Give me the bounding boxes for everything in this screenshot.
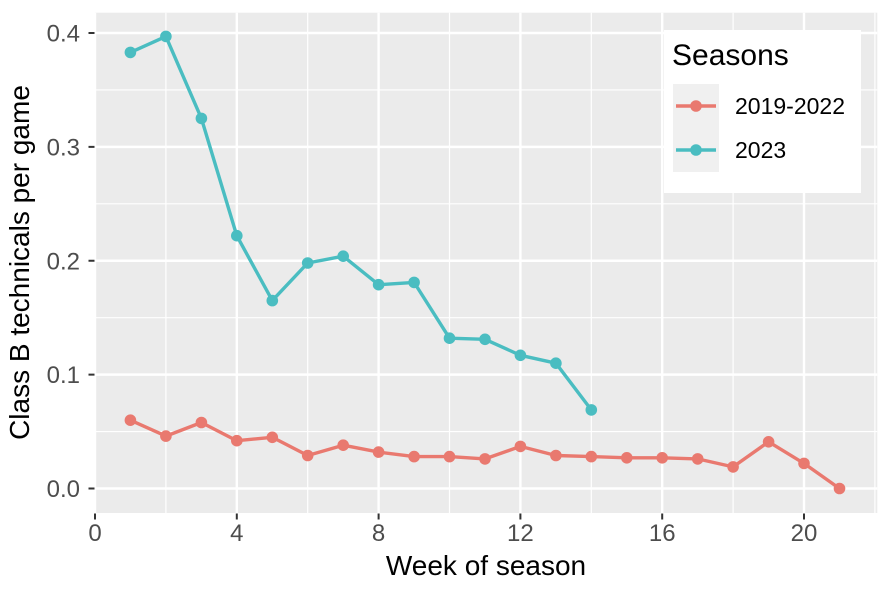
data-point-2019-2022-week-12 — [514, 440, 527, 453]
x-tick-label: 8 — [372, 520, 385, 547]
x-axis-title: Week of season — [385, 550, 587, 581]
y-axis-title: Class B technicals per game — [4, 85, 35, 440]
y-tick-label: 0.4 — [47, 21, 80, 48]
data-point-2019-2022-week-10 — [443, 450, 456, 463]
data-point-2019-2022-week-16 — [656, 452, 668, 464]
legend-items: 2019-2022 2023 — [673, 84, 861, 172]
series-line-2023 — [129, 34, 593, 411]
data-point-2019-2022-week-15 — [621, 452, 633, 464]
data-point-2019-2022-week-6 — [301, 449, 314, 462]
legend: Seasons 2019-2022 2023 — [664, 30, 861, 193]
data-point-2023-week-13 — [550, 357, 562, 370]
data-point-2023-week-2 — [160, 30, 172, 43]
data-point-2023-week-1 — [124, 46, 137, 59]
data-point-2019-2022-week-13 — [550, 449, 562, 462]
data-point-2019-2022-week-20 — [798, 457, 810, 470]
data-point-2019-2022-week-21 — [833, 482, 846, 495]
data-point-2023-week-10 — [443, 332, 456, 345]
x-tick-label: 12 — [507, 520, 534, 547]
data-point-2023-week-9 — [408, 276, 420, 289]
data-point-2019-2022-week-9 — [408, 450, 420, 463]
data-point-2023-week-7 — [337, 250, 350, 262]
data-point-2023-week-8 — [372, 278, 385, 291]
legend-point-glyph — [690, 100, 702, 112]
legend-key-swatch-2023 — [673, 128, 719, 172]
x-tick-label: 20 — [791, 520, 818, 547]
legend-item-2023: 2023 — [673, 128, 861, 172]
data-point-2019-2022-week-14 — [585, 450, 598, 463]
data-point-2019-2022-week-5 — [266, 431, 279, 444]
legend-key-swatch-2019-2022 — [673, 84, 719, 128]
y-tick-label: 0.3 — [47, 134, 80, 161]
data-point-2019-2022-week-3 — [195, 416, 208, 429]
data-point-2019-2022-week-17 — [691, 453, 704, 465]
x-tick-label: 16 — [649, 520, 676, 547]
data-point-2019-2022-week-4 — [231, 434, 243, 447]
legend-point-glyph — [690, 144, 702, 156]
data-point-2019-2022-week-2 — [160, 430, 172, 442]
data-point-2019-2022-week-8 — [372, 446, 385, 458]
data-point-2019-2022-week-19 — [762, 436, 775, 448]
data-point-2023-week-4 — [231, 229, 243, 242]
data-point-2023-week-5 — [266, 294, 279, 307]
x-tick-label: 4 — [230, 520, 243, 547]
data-point-2023-week-3 — [195, 112, 208, 125]
x-tick-label: 0 — [88, 520, 101, 547]
data-point-2023-week-11 — [479, 333, 491, 346]
data-point-2023-week-12 — [514, 349, 527, 362]
legend-item-2019-2022: 2019-2022 — [673, 84, 861, 128]
legend-item-label: 2019-2022 — [735, 92, 845, 119]
data-point-2019-2022-week-7 — [337, 439, 350, 452]
y-tick-label: 0.1 — [47, 362, 80, 389]
data-point-2019-2022-week-18 — [727, 461, 739, 473]
legend-item-label: 2023 — [735, 136, 787, 163]
data-point-2019-2022-week-11 — [479, 453, 491, 465]
data-point-2023-week-6 — [301, 257, 314, 269]
data-point-2023-week-14 — [585, 404, 598, 416]
y-tick-label: 0.2 — [47, 248, 80, 275]
y-tick-label: 0.0 — [47, 476, 80, 503]
legend-title: Seasons — [672, 39, 789, 72]
data-point-2019-2022-week-1 — [124, 414, 137, 427]
